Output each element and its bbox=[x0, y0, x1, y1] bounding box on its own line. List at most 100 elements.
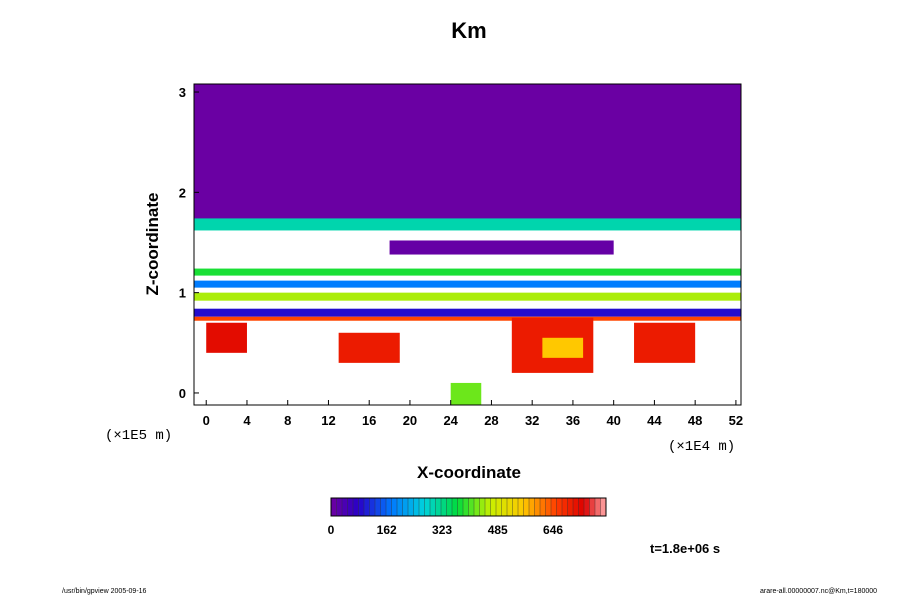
colorbar-swatch bbox=[446, 498, 453, 516]
x-tick-label: 8 bbox=[284, 413, 291, 428]
x-tick-label: 12 bbox=[321, 413, 335, 428]
colorbar-swatch bbox=[463, 498, 469, 516]
colorbar-swatch bbox=[589, 498, 596, 516]
x-tick-label: 40 bbox=[606, 413, 620, 428]
colorbar-swatch bbox=[595, 498, 601, 516]
heatmap-region-12 bbox=[634, 322, 696, 363]
colorbar-swatch bbox=[496, 498, 502, 516]
colorbar bbox=[330, 498, 607, 516]
colorbar-swatch bbox=[512, 498, 519, 516]
colorbar-tick-label: 162 bbox=[377, 523, 397, 537]
colorbar-swatch bbox=[452, 498, 458, 516]
y-ticks: 0 1 2 3 bbox=[179, 85, 199, 401]
colorbar-swatch bbox=[364, 498, 370, 516]
colorbar-swatch bbox=[578, 498, 585, 516]
colorbar-swatch bbox=[468, 498, 475, 516]
colorbar-swatch bbox=[347, 498, 354, 516]
colorbar-swatch bbox=[375, 498, 381, 516]
x-tick-label: 24 bbox=[443, 413, 458, 428]
colorbar-swatch bbox=[529, 498, 535, 516]
colorbar-swatch bbox=[457, 498, 464, 516]
colorbar-swatch bbox=[545, 498, 552, 516]
colorbar-tick-label: 0 bbox=[328, 523, 335, 537]
y-tick-label: 0 bbox=[179, 386, 186, 401]
y-multiplier: (×1E5 m) bbox=[105, 428, 172, 444]
colorbar-swatch bbox=[540, 498, 546, 516]
colorbar-swatch bbox=[567, 498, 574, 516]
y-tick-label: 1 bbox=[179, 286, 186, 301]
colorbar-swatch bbox=[408, 498, 414, 516]
heatmap-region-4 bbox=[194, 280, 741, 288]
heatmap-region-5 bbox=[194, 292, 741, 301]
footer-right: arare-all.00000007.nc@Km,t=180000 bbox=[760, 588, 877, 595]
colorbar-swatch bbox=[584, 498, 590, 516]
colorbar-ticks: 0 162 323 485 646 bbox=[328, 523, 564, 537]
x-tick-label: 52 bbox=[729, 413, 743, 428]
heatmap-region-7 bbox=[194, 316, 741, 321]
y-tick-label: 2 bbox=[179, 185, 186, 200]
x-axis-label: X-coordinate bbox=[417, 463, 521, 482]
colorbar-swatch bbox=[573, 498, 579, 516]
colorbar-swatch bbox=[562, 498, 568, 516]
y-tick-label: 3 bbox=[179, 85, 186, 100]
colorbar-swatch bbox=[556, 498, 563, 516]
colorbar-swatch bbox=[551, 498, 557, 516]
heatmap-region-1 bbox=[194, 218, 741, 231]
colorbar-swatch bbox=[386, 498, 392, 516]
colorbar-swatch bbox=[485, 498, 491, 516]
colorbar-tick-label: 646 bbox=[543, 523, 563, 537]
colorbar-swatch bbox=[600, 498, 607, 516]
colorbar-swatch bbox=[369, 498, 376, 516]
colorbar-swatch bbox=[424, 498, 431, 516]
y-axis-label: Z-coordinate bbox=[143, 193, 162, 296]
colorbar-swatch bbox=[534, 498, 541, 516]
colorbar-swatch bbox=[441, 498, 447, 516]
time-label: t=1.8e+06 s bbox=[650, 541, 720, 556]
heatmap-region-3 bbox=[194, 268, 741, 276]
x-ticks: 0 4 8 12 16 20 24 28 32 36 40 44 48 52 bbox=[203, 400, 743, 428]
heatmap-region-2 bbox=[389, 240, 614, 255]
colorbar-swatch bbox=[474, 498, 480, 516]
heatmap-region-11 bbox=[206, 322, 247, 353]
chart-title: Km bbox=[451, 18, 486, 43]
x-tick-label: 16 bbox=[362, 413, 376, 428]
colorbar-frame bbox=[330, 497, 607, 517]
colorbar-swatch bbox=[402, 498, 409, 516]
heatmap-region-13 bbox=[450, 382, 482, 405]
colorbar-swatch bbox=[419, 498, 425, 516]
colorbar-tick-label: 323 bbox=[432, 523, 452, 537]
colorbar-swatch bbox=[342, 498, 348, 516]
footer-left: /usr/bin/gpview 2005-09-16 bbox=[62, 588, 147, 595]
x-tick-label: 0 bbox=[203, 413, 210, 428]
heatmap-region-6 bbox=[194, 308, 741, 317]
plot-frame bbox=[193, 83, 742, 406]
colorbar-tick-label: 485 bbox=[488, 523, 508, 537]
x-tick-label: 4 bbox=[243, 413, 251, 428]
colorbar-swatch bbox=[397, 498, 403, 516]
colorbar-swatch bbox=[391, 498, 398, 516]
colorbar-swatch bbox=[507, 498, 513, 516]
heatmap-region-10 bbox=[338, 332, 400, 363]
colorbar-swatch bbox=[430, 498, 436, 516]
colorbar-swatch bbox=[336, 498, 343, 516]
colorbar-swatch bbox=[358, 498, 365, 516]
colorbar-swatch bbox=[501, 498, 508, 516]
colorbar-swatch bbox=[518, 498, 524, 516]
plot-area bbox=[194, 84, 741, 405]
heatmap-region-0 bbox=[194, 84, 741, 221]
colorbar-swatch bbox=[413, 498, 420, 516]
x-tick-label: 28 bbox=[484, 413, 498, 428]
x-tick-label: 36 bbox=[566, 413, 580, 428]
heatmap-region-9 bbox=[542, 337, 584, 358]
x-multiplier: (×1E4 m) bbox=[668, 439, 735, 455]
x-tick-label: 20 bbox=[403, 413, 417, 428]
colorbar-swatch bbox=[331, 498, 337, 516]
colorbar-swatch bbox=[353, 498, 359, 516]
colorbar-swatch bbox=[435, 498, 442, 516]
x-tick-label: 48 bbox=[688, 413, 702, 428]
colorbar-swatch bbox=[490, 498, 497, 516]
colorbar-swatch bbox=[479, 498, 486, 516]
x-tick-label: 44 bbox=[647, 413, 662, 428]
colorbar-swatch bbox=[523, 498, 530, 516]
